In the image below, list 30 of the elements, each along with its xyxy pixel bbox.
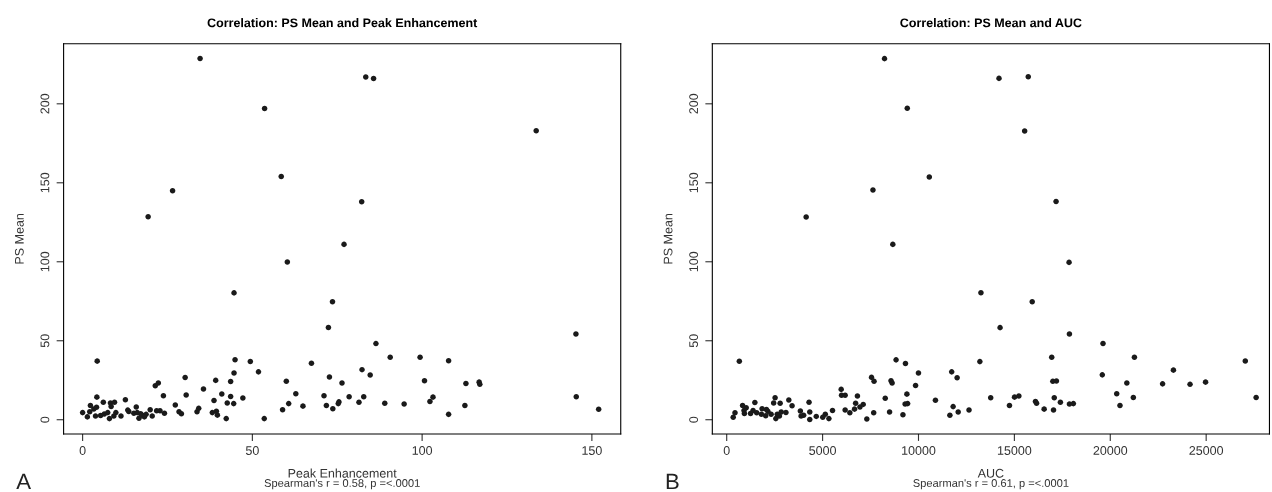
y-tick-label: 50 xyxy=(689,334,699,348)
text: Spearman's r = 0.58, p =<.0001 xyxy=(264,479,420,490)
y-tick-label: 200 xyxy=(40,93,50,114)
x-tick-label: 100 xyxy=(412,446,433,455)
x-tick-label: 20000 xyxy=(1093,446,1128,455)
y-tick-label: 0 xyxy=(40,416,50,423)
x-tick-label: 10000 xyxy=(902,446,936,455)
y-tick-label: 150 xyxy=(689,172,699,193)
x-tick-label: 150 xyxy=(582,446,602,455)
y-axis-title: PS Mean xyxy=(663,213,673,264)
x-tick-label: 0 xyxy=(79,446,86,455)
chart-title: Correlation: PS Mean and Peak Enhancement xyxy=(207,18,478,28)
x-axis-title: Peak Enhancement xyxy=(288,468,397,478)
text: A xyxy=(16,473,32,490)
y-tick-label: 100 xyxy=(40,251,50,272)
text: B xyxy=(666,473,679,490)
y-tick-label: 50 xyxy=(40,334,50,348)
x-tick-label: 25000 xyxy=(1189,446,1224,455)
y-tick-label: 150 xyxy=(40,172,50,193)
y-tick-label: 0 xyxy=(689,416,699,423)
y-tick-label: 100 xyxy=(689,251,699,272)
x-tick-label: 50 xyxy=(245,446,259,455)
y-tick-label: 200 xyxy=(689,93,699,114)
chart-title: Correlation: PS Mean and AUC xyxy=(900,18,1082,28)
text: Spearman's r = 0.61, p =<.0001 xyxy=(913,479,1069,490)
x-axis-title: AUC xyxy=(977,468,1004,478)
x-tick-label: 15000 xyxy=(997,446,1032,455)
y-axis-title: PS Mean xyxy=(14,213,24,264)
x-tick-label: 5000 xyxy=(809,446,837,455)
x-tick-label: 0 xyxy=(723,446,730,455)
